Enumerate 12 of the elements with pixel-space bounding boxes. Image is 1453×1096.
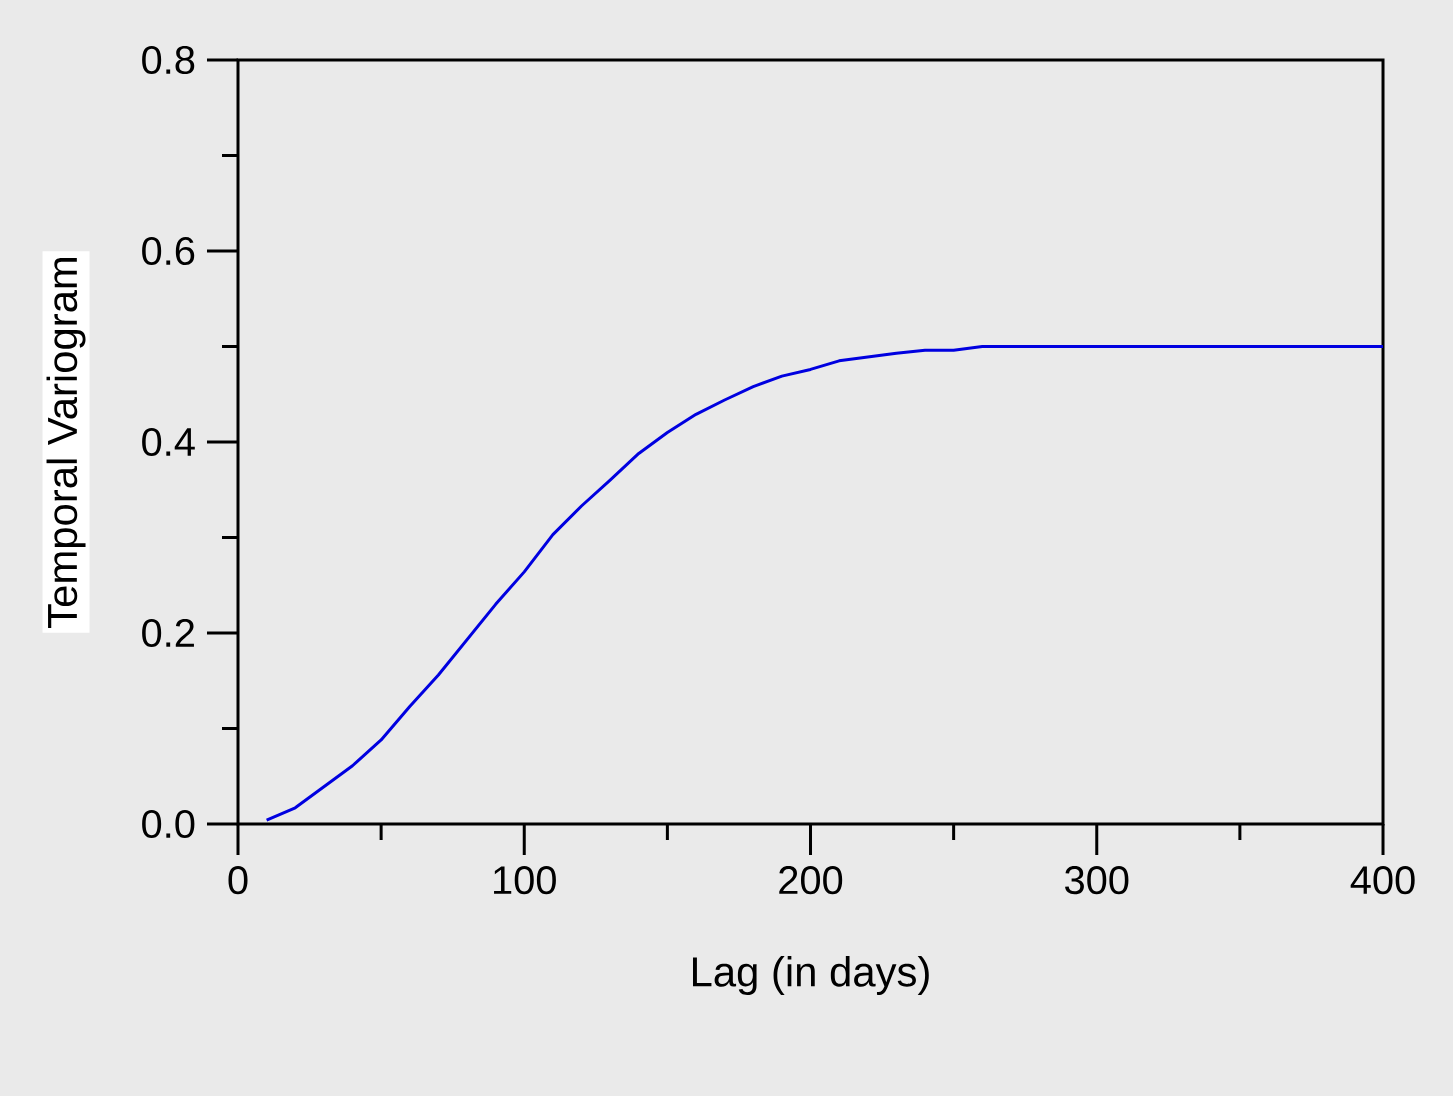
y-axis-title: Temporal Variogram bbox=[46, 258, 86, 628]
y-tick-label: 0.8 bbox=[142, 45, 195, 75]
y-tick-label: 0.0 bbox=[142, 809, 195, 839]
x-tick-label: 200 bbox=[779, 866, 843, 895]
y-tick-label: 0.6 bbox=[142, 236, 195, 266]
x-tick-label: 400 bbox=[1350, 866, 1415, 895]
x-tick-label: 100 bbox=[494, 866, 556, 895]
x-axis-title: Lag (in days) bbox=[693, 955, 929, 995]
y-tick-label: 0.4 bbox=[142, 427, 195, 457]
x-tick-label: 0 bbox=[228, 866, 248, 895]
x-tick-label: 300 bbox=[1065, 866, 1129, 895]
y-tick-label: 0.2 bbox=[142, 618, 194, 648]
